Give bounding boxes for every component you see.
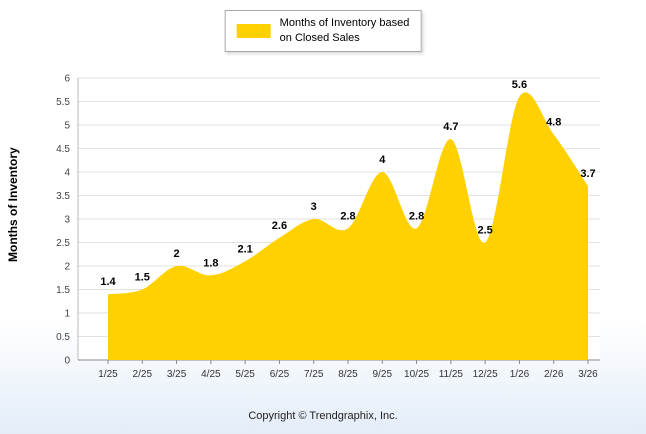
- point-label: 1.4: [100, 276, 116, 288]
- x-tick-label: 3/26: [578, 369, 598, 380]
- y-tick-label: 2.5: [56, 238, 70, 249]
- y-tick-label: 6: [64, 74, 70, 85]
- y-tick-label: 5.5: [56, 97, 70, 108]
- legend-label-line2: on Closed Sales: [279, 31, 360, 44]
- legend: Months of Inventory based on Closed Sale…: [224, 10, 422, 52]
- x-tick-label: 4/25: [201, 369, 221, 380]
- x-tick-label: 9/25: [373, 369, 393, 380]
- point-label: 2.8: [340, 210, 355, 222]
- point-label: 5.6: [512, 79, 527, 91]
- y-axis-title: Months of Inventory: [6, 147, 20, 263]
- point-label: 3.7: [580, 168, 595, 180]
- inventory-area-chart: 0 0.5 1 1.5 2 2.5 3 3.5 4 4.5 5 5.5 6 1/25 2/25 3/25 4/2…: [56, 74, 600, 380]
- point-label: 4.8: [546, 116, 561, 128]
- y-tick-label: 4.5: [56, 144, 70, 155]
- x-tick-label: 1/26: [510, 369, 530, 380]
- point-label: 2.8: [409, 210, 424, 222]
- legend-label: Months of Inventory based on Closed Sale…: [280, 16, 410, 46]
- point-label: 2: [174, 248, 180, 260]
- x-tick-label: 1/25: [98, 369, 118, 380]
- y-tick-label: 0: [64, 356, 70, 367]
- area-series: [108, 92, 588, 360]
- x-tick-label: 12/25: [473, 369, 498, 380]
- x-tick-label: 8/25: [338, 369, 358, 380]
- point-label: 1.8: [203, 257, 218, 269]
- legend-color-swatch: [236, 23, 271, 38]
- x-tick-label: 5/25: [235, 369, 255, 380]
- y-tick-label: 3: [64, 215, 70, 226]
- x-tick-label: 11/25: [439, 369, 464, 380]
- point-label: 4: [379, 154, 386, 166]
- x-tick-label: 3/25: [167, 369, 187, 380]
- x-tick-label: 6/25: [270, 369, 290, 380]
- y-tick-label: 1: [64, 309, 70, 320]
- legend-label-line1: Months of Inventory based: [279, 17, 410, 29]
- y-tick-label: 2: [64, 262, 70, 273]
- y-tick-label: 4: [64, 168, 70, 179]
- x-tick-label: 2/26: [544, 369, 564, 380]
- point-label: 2.1: [237, 243, 252, 255]
- x-tick-label: 10/25: [404, 369, 429, 380]
- y-tick-label: 5: [64, 121, 70, 132]
- point-label: 2.6: [272, 220, 287, 232]
- y-tick-label: 3.5: [56, 191, 70, 202]
- point-label: 2.5: [477, 225, 492, 237]
- point-label: 3: [311, 201, 317, 213]
- x-tick-label: 2/25: [133, 369, 153, 380]
- point-label: 4.7: [443, 121, 458, 133]
- y-tick-label: 0.5: [56, 332, 70, 343]
- copyright-text: Copyright © Trendgraphix, Inc.: [248, 410, 398, 422]
- y-tick-label: 1.5: [56, 285, 70, 296]
- point-label: 1.5: [135, 272, 150, 284]
- x-tick-label: 7/25: [304, 369, 324, 380]
